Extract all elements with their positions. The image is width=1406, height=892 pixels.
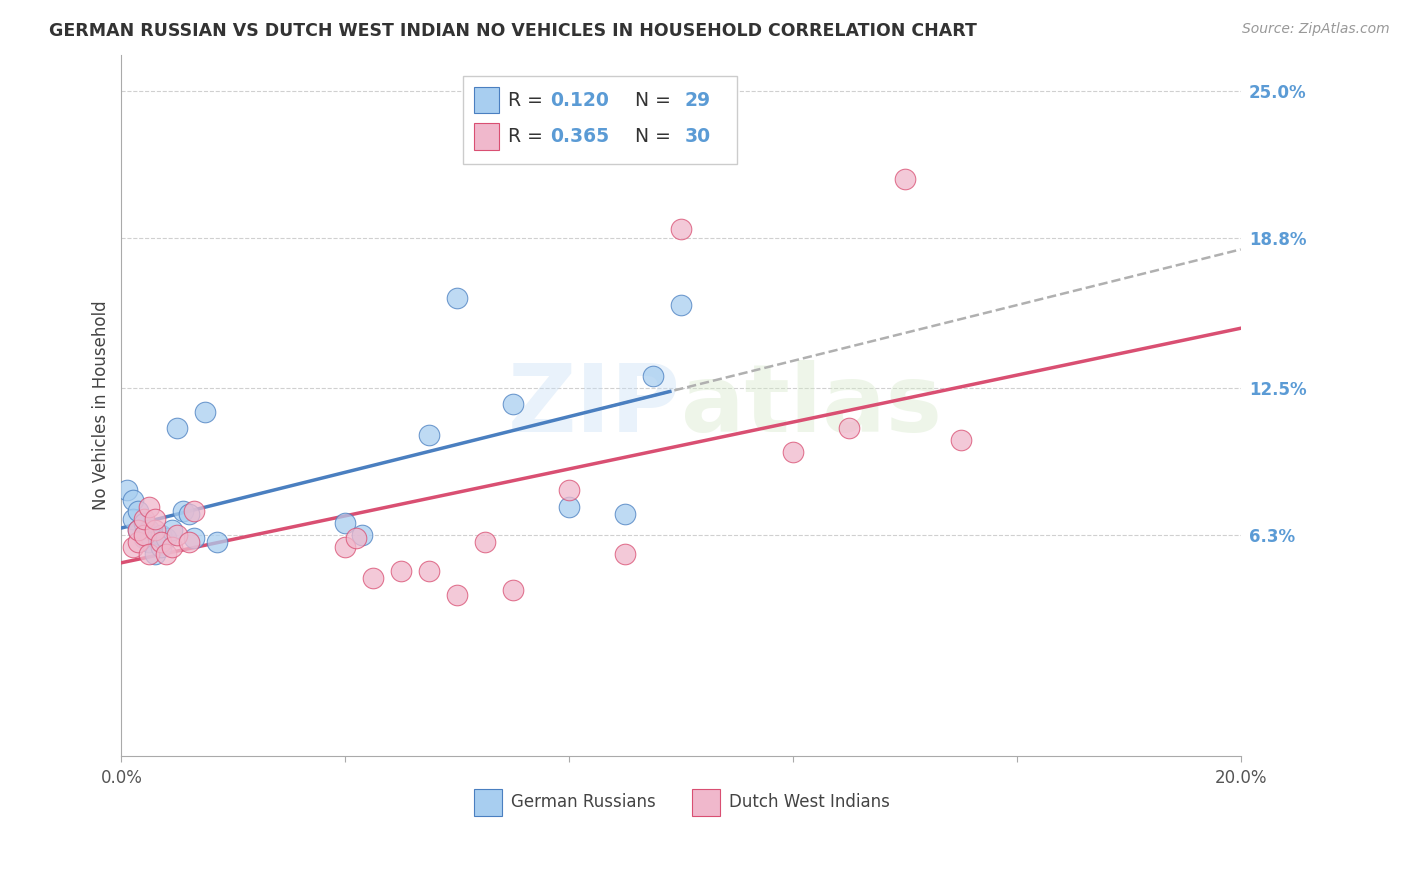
Point: [418, 564, 440, 578]
Text: GERMAN RUSSIAN VS DUTCH WEST INDIAN NO VEHICLES IN HOUSEHOLD CORRELATION CHART: GERMAN RUSSIAN VS DUTCH WEST INDIAN NO V…: [49, 22, 977, 40]
Text: N =: N =: [623, 127, 676, 146]
Point: [782, 445, 804, 459]
Point: [949, 433, 972, 447]
Text: 30: 30: [685, 127, 710, 146]
Point: [838, 421, 860, 435]
Text: R =: R =: [508, 127, 548, 146]
Point: [121, 540, 143, 554]
Point: [194, 404, 217, 418]
Text: 0.120: 0.120: [550, 90, 609, 110]
Point: [335, 540, 357, 554]
Point: [155, 547, 177, 561]
Point: [143, 547, 166, 561]
Point: [160, 540, 183, 554]
Text: Source: ZipAtlas.com: Source: ZipAtlas.com: [1241, 22, 1389, 37]
Point: [155, 531, 177, 545]
Point: [614, 547, 637, 561]
Point: [138, 535, 160, 549]
Text: Dutch West Indians: Dutch West Indians: [730, 794, 890, 812]
Point: [389, 564, 412, 578]
Point: [418, 428, 440, 442]
Point: [115, 483, 138, 497]
Point: [446, 588, 468, 602]
Point: [614, 507, 637, 521]
Point: [352, 528, 374, 542]
Point: [177, 535, 200, 549]
Point: [132, 528, 155, 542]
Text: 0.365: 0.365: [550, 127, 609, 146]
FancyBboxPatch shape: [474, 123, 499, 150]
Point: [183, 504, 205, 518]
Text: German Russians: German Russians: [510, 794, 655, 812]
Y-axis label: No Vehicles in Household: No Vehicles in Household: [93, 301, 110, 510]
Point: [160, 524, 183, 538]
Point: [138, 524, 160, 538]
Point: [335, 516, 357, 531]
Point: [361, 571, 384, 585]
Point: [149, 540, 172, 554]
FancyBboxPatch shape: [463, 76, 737, 164]
Text: R =: R =: [508, 90, 548, 110]
Point: [346, 531, 368, 545]
Point: [143, 511, 166, 525]
Point: [177, 507, 200, 521]
FancyBboxPatch shape: [692, 789, 720, 816]
Point: [138, 547, 160, 561]
Point: [474, 535, 496, 549]
Point: [132, 516, 155, 531]
Point: [166, 528, 188, 542]
FancyBboxPatch shape: [474, 87, 499, 113]
Point: [143, 524, 166, 538]
Point: [502, 397, 524, 411]
Point: [138, 500, 160, 514]
Point: [127, 524, 149, 538]
Point: [446, 291, 468, 305]
Point: [894, 171, 917, 186]
Point: [121, 511, 143, 525]
Text: 29: 29: [685, 90, 710, 110]
Point: [127, 504, 149, 518]
Point: [205, 535, 228, 549]
Point: [127, 524, 149, 538]
Point: [132, 531, 155, 545]
Point: [149, 528, 172, 542]
Point: [558, 500, 581, 514]
Text: N =: N =: [623, 90, 676, 110]
Point: [641, 368, 664, 383]
Point: [127, 535, 149, 549]
Text: ZIP: ZIP: [508, 359, 681, 451]
Point: [669, 221, 692, 235]
Point: [166, 421, 188, 435]
Point: [132, 511, 155, 525]
Point: [558, 483, 581, 497]
Point: [669, 298, 692, 312]
Point: [121, 492, 143, 507]
Point: [172, 504, 194, 518]
Point: [502, 582, 524, 597]
Point: [149, 535, 172, 549]
Text: atlas: atlas: [681, 359, 942, 451]
FancyBboxPatch shape: [474, 789, 502, 816]
Point: [183, 531, 205, 545]
